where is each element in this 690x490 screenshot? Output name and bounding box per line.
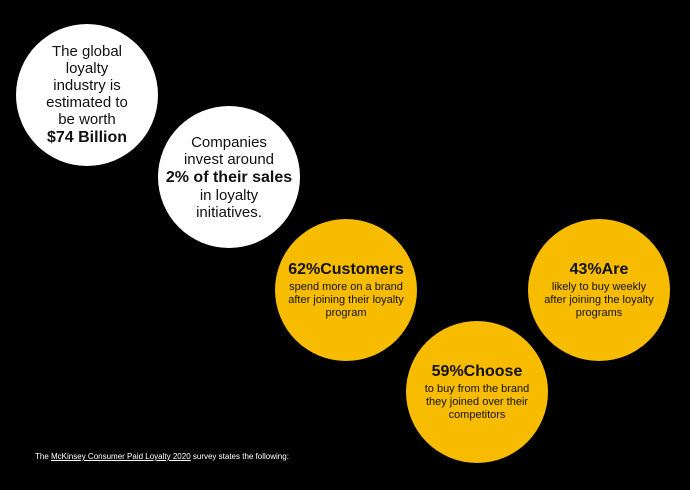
choose-stat-headline: 59%Choose: [431, 363, 523, 380]
investment-lead-text: Companies invest around: [183, 133, 275, 168]
industry-worth-circle: The global loyalty industry is estimated…: [16, 24, 158, 166]
weekly-stat-detail: likely to buy weekly after joining the l…: [544, 281, 654, 319]
survey-source-note: The McKinsey Consumer Paid Loyalty 2020 …: [35, 452, 289, 462]
choose-stat-circle: 59%Choose to buy from the brand they joi…: [406, 321, 548, 463]
investment-circle: Companies invest around 2% of their sale…: [158, 106, 300, 248]
industry-worth-text: The global loyalty industry is estimated…: [46, 43, 128, 128]
weekly-stat-circle: 43%Are likely to buy weekly after joinin…: [528, 219, 670, 361]
customers-stat-circle: 62%Customers spend more on a brand after…: [275, 219, 417, 361]
investment-trail-text: in loyalty initiatives.: [196, 186, 262, 221]
customers-stat-headline: 62%Customers: [288, 261, 404, 278]
weekly-stat-headline: 43%Are: [569, 261, 629, 278]
survey-source-link[interactable]: McKinsey Consumer Paid Loyalty 2020: [51, 452, 191, 461]
customers-stat-detail: spend more on a brand after joining thei…: [288, 281, 404, 319]
choose-stat-detail: to buy from the brand they joined over t…: [424, 383, 530, 421]
industry-worth-value: $74 Billion: [46, 129, 128, 146]
footer-prefix: The: [35, 452, 52, 461]
investment-value: 2% of their sales: [165, 168, 293, 186]
footer-suffix: survey states the following:: [190, 452, 289, 461]
